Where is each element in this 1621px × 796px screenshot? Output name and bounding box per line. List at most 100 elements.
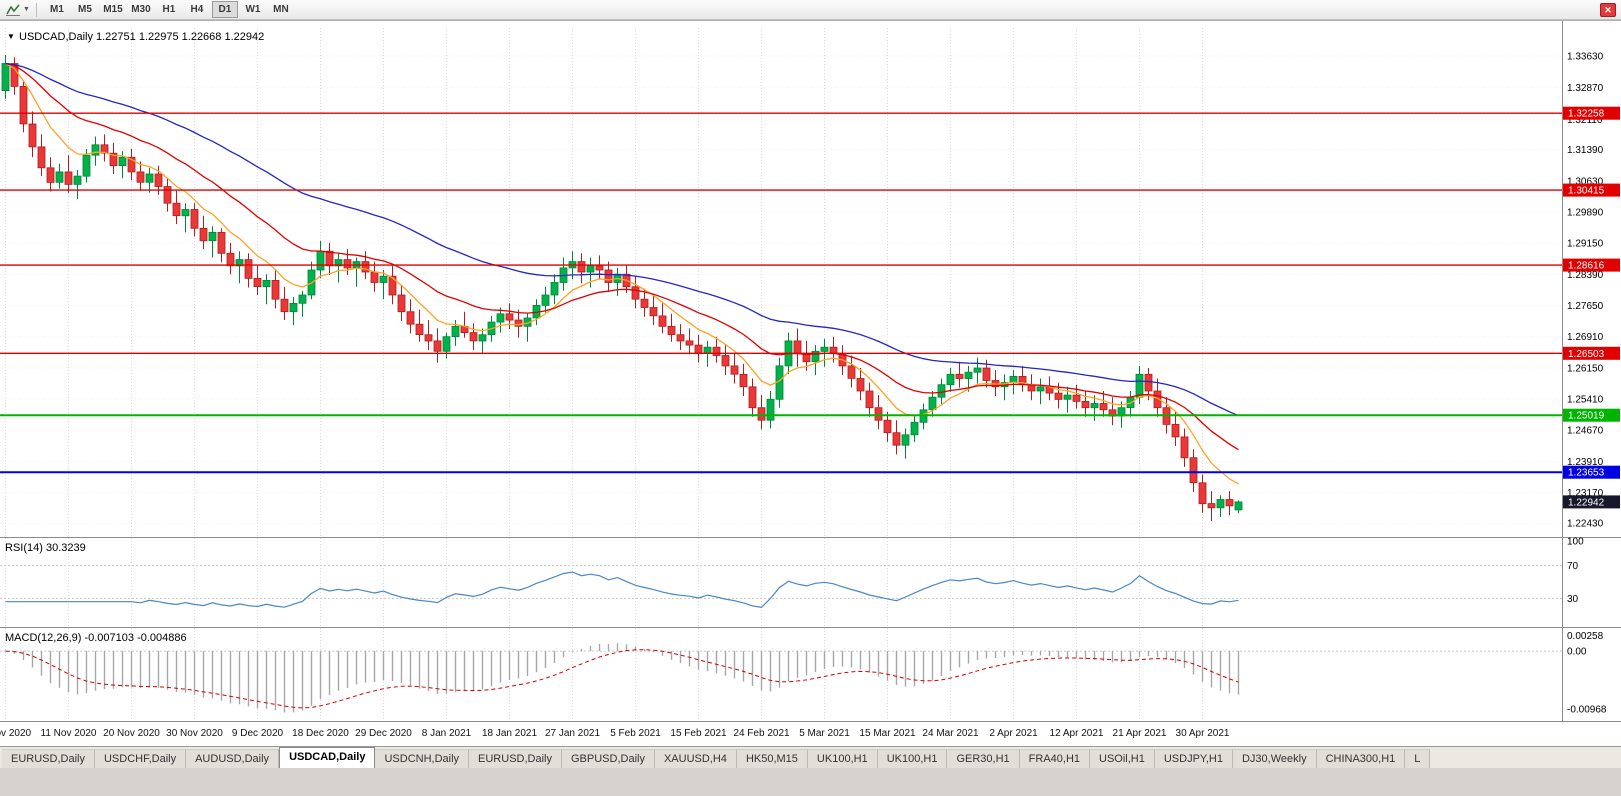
price-axis-label: 1.23910 bbox=[1567, 457, 1604, 468]
level-price-badge-text: 1.32258 bbox=[1568, 109, 1605, 120]
chevron-down-icon[interactable]: ▼ bbox=[23, 6, 30, 13]
horizontal-level-lines bbox=[0, 112, 1562, 474]
chart-tab-ger30-h1[interactable]: GER30,H1 bbox=[947, 749, 1020, 768]
chart-tab-usdjpy-h1[interactable]: USDJPY,H1 bbox=[1154, 749, 1233, 768]
date-axis-label: 27 Jan 2021 bbox=[545, 728, 600, 739]
level-price-badge bbox=[1563, 106, 1620, 120]
current-price-badge-text: 1.22942 bbox=[1568, 497, 1605, 508]
level-price-badge bbox=[1563, 408, 1620, 422]
chart-tab-audusd-daily[interactable]: AUDUSD,Daily bbox=[186, 749, 280, 768]
line-chart-icon-glyph bbox=[5, 4, 20, 16]
level-price-badge-text: 1.28616 bbox=[1568, 261, 1605, 272]
chart-tab-china300-h1[interactable]: CHINA300,H1 bbox=[1316, 749, 1406, 768]
date-axis-label: 15 Mar 2021 bbox=[859, 728, 916, 739]
date-axis-label: 30 Apr 2021 bbox=[1176, 728, 1230, 739]
rsi-line bbox=[5, 571, 1239, 609]
date-axis-label: 15 Feb 2021 bbox=[670, 728, 727, 739]
date-axis-label: 24 Mar 2021 bbox=[922, 728, 979, 739]
chart-tab-uk100-h1[interactable]: UK100,H1 bbox=[807, 749, 878, 768]
chart-tab-l[interactable]: L bbox=[1405, 749, 1431, 768]
level-price-badge-text: 1.30415 bbox=[1568, 186, 1605, 197]
status-strip bbox=[0, 768, 1621, 796]
date-axis-label: 9 Dec 2020 bbox=[232, 728, 284, 739]
price-axis-label: 1.28390 bbox=[1567, 270, 1604, 281]
level-price-badge bbox=[1563, 183, 1620, 197]
price-chart-canvas[interactable]: 1.33630 1.32870 1.32110 1.31390 1.30630 1.298… bbox=[0, 20, 1621, 746]
rsi-axis-label: 70 bbox=[1567, 561, 1579, 572]
panel-frames bbox=[0, 20, 1621, 722]
date-axis-label: 18 Jan 2021 bbox=[482, 728, 537, 739]
price-axis-label: 1.29890 bbox=[1567, 208, 1604, 219]
chart-tab-hk50-m15[interactable]: HK50,M15 bbox=[736, 749, 808, 768]
current-price-badge bbox=[1563, 495, 1620, 509]
timeframe-button-d1[interactable]: D1 bbox=[211, 1, 238, 18]
price-axis-label: 1.23170 bbox=[1567, 488, 1604, 499]
chart-tab-eurusd-daily[interactable]: EURUSD,Daily bbox=[2, 749, 95, 768]
price-axis-label: 1.31390 bbox=[1567, 145, 1604, 156]
line-chart-icon[interactable] bbox=[4, 2, 22, 17]
timeframe-button-m30[interactable]: M30 bbox=[131, 4, 151, 15]
date-axis-label: 24 Feb 2021 bbox=[733, 728, 790, 739]
close-chart-button[interactable]: ✕ bbox=[1600, 3, 1616, 17]
chart-tab-fra40-h1[interactable]: FRA40,H1 bbox=[1019, 749, 1091, 768]
chart-tab-eurusd-daily[interactable]: EURUSD,Daily bbox=[469, 749, 562, 768]
macd-panel bbox=[0, 643, 1562, 713]
timeframe-buttons: M1 M5 M15 M30 H1 H4 D1 W1 MN bbox=[43, 1, 295, 18]
timeframe-button-m15[interactable]: M15 bbox=[103, 4, 123, 15]
chart-tab-usdcad-daily[interactable]: USDCAD,Daily bbox=[279, 747, 376, 768]
price-axis-label: 1.32870 bbox=[1567, 83, 1604, 94]
chart-tab-dj30-weekly[interactable]: DJ30,Weekly bbox=[1232, 749, 1317, 768]
rsi-panel bbox=[0, 565, 1562, 609]
rsi-axis-label: 30 bbox=[1567, 594, 1579, 605]
date-axis-label: 2 Apr 2021 bbox=[989, 728, 1038, 739]
chart-title-ohlc: USDCAD,Daily 1.22751 1.22975 1.22668 1.2… bbox=[19, 31, 264, 43]
price-axis: 1.33630 1.32870 1.32110 1.31390 1.30630 1.298… bbox=[1563, 52, 1620, 716]
chart-tab-gbpusd-daily[interactable]: GBPUSD,Daily bbox=[562, 749, 655, 768]
date-axis-label: 21 Apr 2021 bbox=[1113, 728, 1167, 739]
chart-tab-usdchf-daily[interactable]: USDCHF,Daily bbox=[94, 749, 187, 768]
macd-axis-label: -0.00968 bbox=[1567, 705, 1607, 716]
timeframe-button-m5[interactable]: M5 bbox=[77, 4, 92, 15]
macd-axis-label: 0.00 bbox=[1567, 647, 1587, 658]
price-axis-label: 1.33630 bbox=[1567, 52, 1604, 63]
chart-tab-usoil-h1[interactable]: USOil,H1 bbox=[1090, 749, 1155, 768]
date-axis-label: 8 Jan 2021 bbox=[422, 728, 472, 739]
date-axis-label: 5 Mar 2021 bbox=[799, 728, 850, 739]
panel-titles: ▼ USDCAD,Daily 1.22751 1.22975 1.22668 1.… bbox=[5, 31, 264, 644]
date-axis-label: 30 Nov 2020 bbox=[166, 728, 223, 739]
price-axis-label: 1.26150 bbox=[1567, 364, 1604, 375]
price-axis-label: 1.24670 bbox=[1567, 425, 1604, 436]
price-axis-label: 1.25410 bbox=[1567, 394, 1604, 405]
price-axis-label: 1.22430 bbox=[1567, 519, 1604, 530]
level-price-badge bbox=[1563, 465, 1620, 479]
timeframe-button-h1[interactable]: H1 bbox=[162, 4, 176, 15]
chart-tabs-bar: EURUSD,Daily USDCHF,Daily AUDUSD,Daily USDC… bbox=[0, 746, 1621, 768]
date-axis-label: 29 Dec 2020 bbox=[355, 728, 412, 739]
chart-tab-xauusd-h4[interactable]: XAUUSD,H4 bbox=[654, 749, 737, 768]
price-axis-label: 1.26910 bbox=[1567, 332, 1604, 343]
rsi-axis-label: 100 bbox=[1567, 537, 1584, 548]
macd-signal-line bbox=[5, 649, 1239, 709]
level-price-badge bbox=[1563, 258, 1620, 272]
rsi-panel-title: RSI(14) 30.3239 bbox=[5, 542, 86, 554]
level-price-badge-text: 1.23653 bbox=[1568, 468, 1605, 479]
chart-collapse-icon[interactable]: ▼ bbox=[7, 32, 15, 41]
level-price-badge-text: 1.25019 bbox=[1568, 411, 1605, 422]
level-price-badge-text: 1.26503 bbox=[1568, 349, 1605, 360]
timeframe-button-h4[interactable]: H4 bbox=[190, 4, 204, 15]
chart-tab-uk100-h1[interactable]: UK100,H1 bbox=[877, 749, 948, 768]
timeframe-button-m1[interactable]: M1 bbox=[49, 4, 64, 15]
date-axis-label: 18 Dec 2020 bbox=[292, 728, 349, 739]
chart-tab-usdcnh-daily[interactable]: USDCNH,Daily bbox=[375, 749, 470, 768]
macd-panel-title: MACD(12,26,9) -0.007103 -0.004886 bbox=[5, 632, 187, 644]
timeframe-button-mn[interactable]: MN bbox=[273, 4, 289, 15]
price-axis-label: 1.27650 bbox=[1567, 301, 1604, 312]
level-price-badge bbox=[1563, 346, 1620, 360]
date-axis-label: 5 Feb 2021 bbox=[610, 728, 661, 739]
chart-window: 1.33630 1.32870 1.32110 1.31390 1.30630 1.298… bbox=[0, 20, 1621, 746]
timeframe-button-w1[interactable]: W1 bbox=[245, 4, 261, 15]
top-toolbar: ▼ M1 M5 M15 M30 H1 H4 D1 W1 MN ✕ bbox=[0, 0, 1621, 20]
ma-line-20 bbox=[5, 62, 1239, 451]
ma-line-45 bbox=[5, 62, 1239, 417]
